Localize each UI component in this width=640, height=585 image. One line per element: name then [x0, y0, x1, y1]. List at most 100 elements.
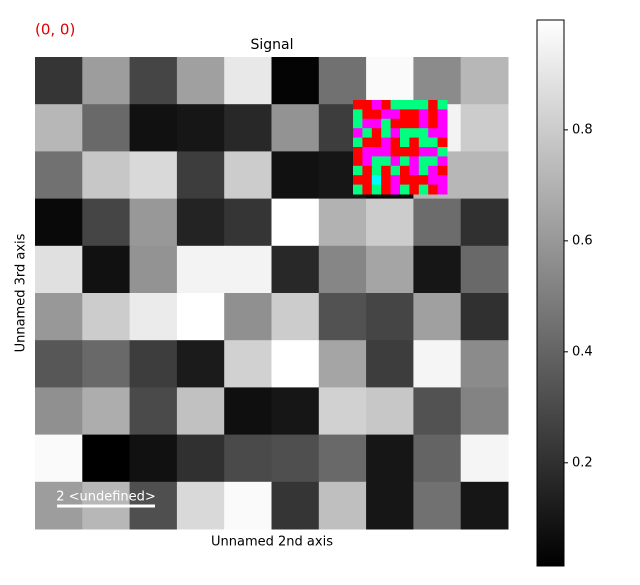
overlay-pixel	[371, 175, 382, 186]
cell	[224, 104, 272, 152]
cell	[271, 245, 320, 294]
overlay-pixel	[400, 184, 410, 195]
overlay-pixel	[371, 147, 382, 157]
overlay-pixel	[428, 184, 439, 195]
overlay-pixel	[400, 165, 410, 176]
cell	[224, 198, 272, 247]
overlay-pixel	[353, 147, 363, 157]
cell	[413, 293, 462, 341]
cell	[129, 434, 178, 483]
overlay-pixel	[390, 184, 401, 195]
cell	[176, 387, 225, 436]
overlay-pixel	[437, 147, 448, 157]
overlay-pixel	[418, 184, 429, 195]
cell	[413, 198, 462, 247]
corner-label: (0, 0)	[35, 21, 75, 39]
overlay-pixel	[400, 109, 410, 120]
overlay-pixel	[381, 165, 392, 176]
cell	[129, 198, 178, 247]
cell	[271, 481, 320, 530]
cell	[224, 151, 272, 200]
cell	[460, 434, 509, 483]
cell	[366, 434, 414, 483]
overlay-pixel	[390, 100, 401, 110]
overlay-patch	[353, 100, 448, 195]
overlay-pixel	[353, 165, 363, 176]
overlay-pixel	[418, 147, 429, 157]
cell	[318, 198, 367, 247]
cell	[176, 151, 225, 200]
colorbar-tick-label: 0.8	[572, 122, 593, 137]
overlay-pixel	[371, 156, 382, 167]
cell	[224, 387, 272, 436]
overlay-pixel	[390, 128, 401, 139]
cell	[460, 293, 509, 341]
overlay-pixel	[362, 184, 373, 195]
overlay-pixel	[400, 137, 410, 148]
heatmap	[35, 57, 509, 530]
cell	[82, 198, 131, 247]
overlay-pixel	[409, 184, 420, 195]
cell	[176, 481, 225, 530]
cell	[35, 340, 83, 388]
cell	[366, 198, 414, 247]
overlay-pixel	[418, 165, 429, 176]
overlay-pixel	[362, 100, 373, 110]
overlay-pixel	[418, 109, 429, 120]
overlay-pixel	[353, 109, 363, 120]
overlay-pixel	[381, 184, 392, 195]
cell	[366, 340, 414, 388]
overlay-pixel	[409, 128, 420, 139]
cell	[318, 434, 367, 483]
cell	[35, 198, 83, 247]
overlay-pixel	[428, 100, 439, 110]
cell	[176, 245, 225, 294]
cell	[413, 434, 462, 483]
overlay-pixel	[409, 118, 420, 129]
overlay-pixel	[437, 118, 448, 129]
overlay-pixel	[390, 109, 401, 120]
cell	[35, 293, 83, 341]
overlay-pixel	[353, 118, 363, 129]
overlay-pixel	[362, 165, 373, 176]
overlay-pixel	[353, 137, 363, 148]
overlay-pixel	[371, 128, 382, 139]
cell	[271, 198, 320, 247]
overlay-pixel	[437, 175, 448, 186]
overlay-pixel	[353, 175, 363, 186]
overlay-pixel	[409, 175, 420, 186]
overlay-pixel	[400, 118, 410, 129]
overlay-pixel	[390, 156, 401, 167]
colorbar-tick-label: 0.4	[572, 344, 593, 359]
x-axis-label: Unnamed 2nd axis	[211, 535, 333, 550]
overlay-pixel	[381, 100, 392, 110]
overlay-pixel	[418, 100, 429, 110]
cell	[82, 57, 131, 105]
overlay-pixel	[362, 156, 373, 167]
cell	[82, 245, 131, 294]
overlay-pixel	[390, 147, 401, 157]
cell	[318, 57, 367, 105]
overlay-pixel	[400, 175, 410, 186]
cell	[318, 340, 367, 388]
cell	[366, 387, 414, 436]
cell	[460, 151, 509, 200]
overlay-pixel	[418, 175, 429, 186]
overlay-pixel	[428, 109, 439, 120]
cell	[460, 387, 509, 436]
overlay-pixel	[390, 165, 401, 176]
overlay-pixel	[390, 137, 401, 148]
cell	[413, 245, 462, 294]
cell	[271, 387, 320, 436]
overlay-pixel	[400, 128, 410, 139]
overlay-pixel	[381, 118, 392, 129]
cell	[460, 104, 509, 152]
cell	[224, 481, 272, 530]
overlay-pixel	[371, 165, 382, 176]
scalebar-label: 2 <undefined>	[56, 490, 156, 505]
colorbar-tick-label: 0.6	[572, 233, 593, 248]
overlay-pixel	[428, 175, 439, 186]
cell	[271, 57, 320, 105]
cell	[35, 387, 83, 436]
cell	[176, 104, 225, 152]
